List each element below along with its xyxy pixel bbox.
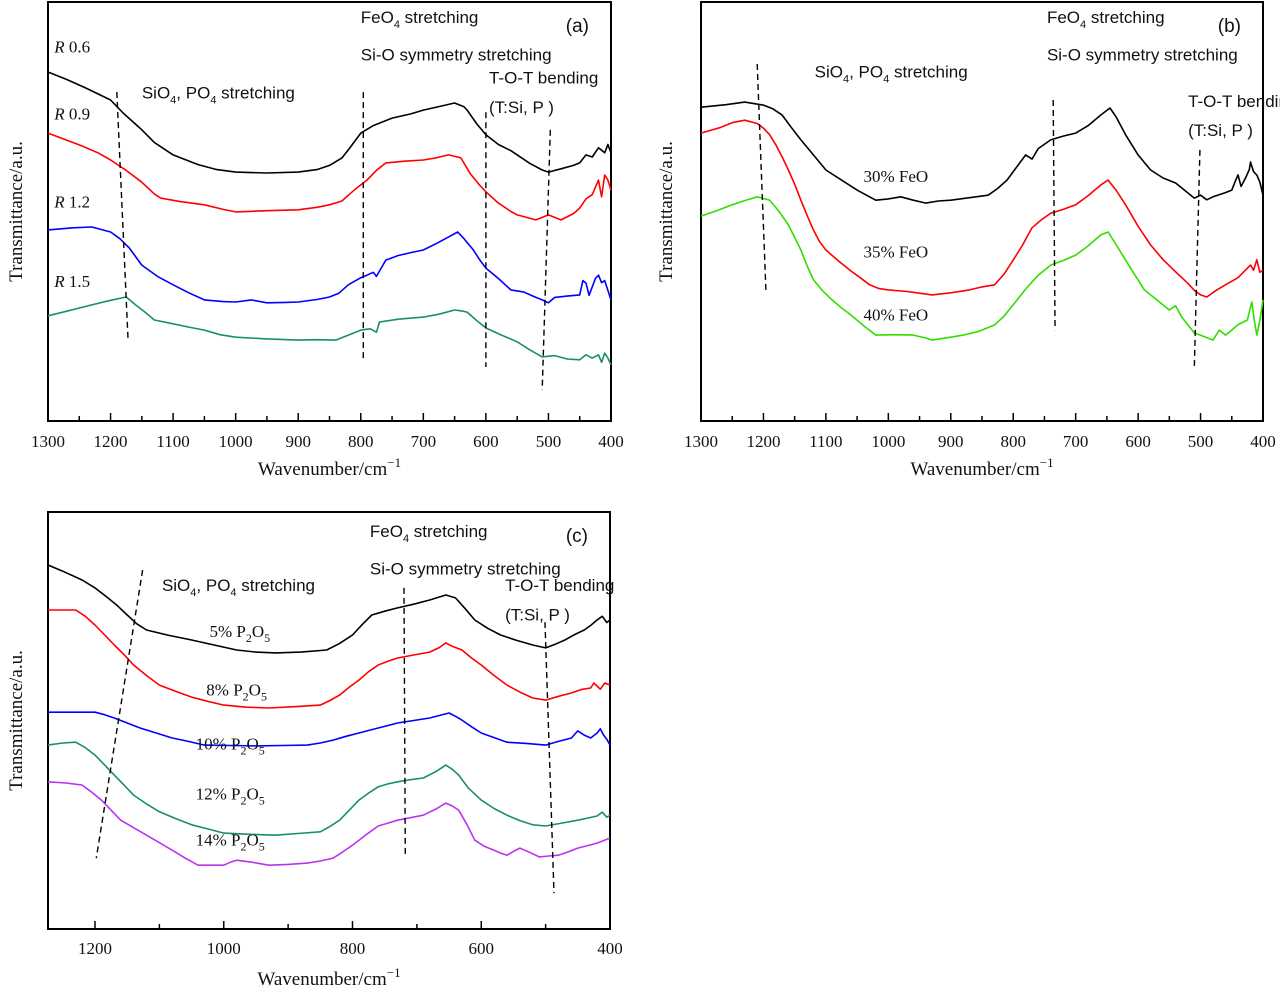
series-label: 40% FeO	[863, 305, 928, 324]
x-tick-label: 1000	[219, 432, 253, 451]
band-guide-line	[1052, 100, 1056, 331]
x-tick-label: 1300	[31, 432, 65, 451]
series-label: 14% P2O5	[196, 831, 265, 854]
annotation-feo4: FeO4 stretching	[1047, 8, 1165, 31]
series-label: R 0.6	[53, 37, 90, 56]
annotation-sio-sym: Si-O symmetry stretching	[361, 46, 552, 65]
x-axis-title: Wavenumber/cm−1	[910, 455, 1053, 480]
x-tick-label: 1200	[746, 432, 780, 451]
annotation-feo4: FeO4 stretching	[361, 8, 479, 31]
x-tick-label: 1000	[871, 432, 905, 451]
x-tick-label: 800	[340, 939, 366, 958]
y-axis-title: Transmittance/a.u.	[656, 141, 677, 282]
annotation-tot: T-O-T bending	[1188, 92, 1280, 111]
x-axis-title: Wavenumber/cm−1	[257, 965, 400, 990]
x-tick-label: 400	[1250, 432, 1276, 451]
series-label: 30% FeO	[863, 167, 928, 186]
x-tick-label: 900	[938, 432, 964, 451]
x-tick-label: 800	[348, 432, 374, 451]
series-line-r-1-5	[47, 296, 612, 366]
series-line-r-0-9	[47, 132, 612, 221]
x-axis-title: Wavenumber/cm−1	[258, 455, 401, 480]
x-tick-label: 500	[536, 432, 562, 451]
axes-frame	[700, 1, 1264, 422]
x-tick-label: 900	[285, 432, 311, 451]
x-tick-label: 600	[468, 939, 494, 958]
x-tick-label: 500	[1188, 432, 1214, 451]
x-tick-label: 600	[473, 432, 499, 451]
panel-b: 1300 1200 1100 1000 900 800 700 600 500 400 Wavenu…	[656, 1, 1280, 480]
annotation-tsip: (T:Si, P )	[1188, 121, 1253, 140]
series-label: 12% P2O5	[196, 785, 265, 808]
annotation-tsip: (T:Si, P )	[489, 98, 554, 117]
x-tick-label: 400	[597, 939, 623, 958]
band-guide-line	[403, 587, 406, 856]
axes-frame	[47, 1, 612, 422]
annotation-tsip: (T:Si, P )	[505, 605, 570, 624]
band-guide-line	[116, 92, 129, 341]
y-axis-title: Transmittance/a.u.	[6, 650, 27, 791]
series-line-10-p2o5	[48, 711, 611, 747]
annotation-tot: T-O-T bending	[505, 576, 614, 595]
x-tick-label: 1300	[684, 432, 718, 451]
x-tick-label: 700	[1063, 432, 1089, 451]
series-label: 8% P2O5	[206, 680, 267, 703]
x-tick-label: 1000	[207, 939, 241, 958]
series-line-8-p2o5	[48, 609, 611, 709]
x-tick-label: 1200	[94, 432, 128, 451]
series-line-r-1-2	[47, 226, 612, 304]
series-line-r-0-6	[47, 71, 612, 174]
series-label: R 1.5	[53, 272, 90, 291]
band-guide-line	[95, 569, 144, 859]
annotation-feo4: FeO4 stretching	[370, 522, 488, 545]
x-tick-label: 800	[1000, 432, 1026, 451]
x-tick-label: 1100	[156, 432, 189, 451]
annotation-sio4-po4: SiO4, PO4 stretching	[142, 83, 295, 106]
panel-a: 1300 1200 1100 1000 900 800 700 600 500 400 Wavenu…	[6, 1, 624, 480]
series-label: R 0.9	[53, 104, 90, 123]
series-line-12-p2o5	[47, 741, 611, 836]
band-guide-line	[541, 129, 552, 391]
series-line-5-p2o5	[47, 564, 611, 654]
axes-frame	[47, 511, 611, 930]
annotation-sio4-po4: SiO4, PO4 stretching	[162, 576, 315, 599]
annotation-sio-sym: Si-O symmetry stretching	[1047, 46, 1238, 65]
x-tick-label: 1200	[78, 939, 112, 958]
series-label: 5% P2O5	[210, 622, 271, 645]
y-axis-title: Transmittance/a.u.	[6, 141, 27, 282]
series-label: 35% FeO	[863, 243, 928, 262]
annotation-sio-sym: Si-O symmetry stretching	[370, 560, 561, 579]
panel-label: (a)	[566, 16, 589, 37]
x-tick-label: 400	[598, 432, 624, 451]
x-tick-label: 1100	[809, 432, 842, 451]
annotation-tot: T-O-T bending	[489, 69, 598, 88]
series-line-14-p2o5	[47, 781, 611, 866]
series-line-40-feo	[700, 196, 1264, 341]
panel-label: (c)	[566, 526, 588, 547]
series-line-35-feo	[700, 119, 1264, 298]
annotation-sio4-po4: SiO4, PO4 stretching	[815, 62, 968, 85]
band-guide-line	[544, 622, 555, 894]
x-tick-label: 600	[1125, 432, 1151, 451]
x-tick-label: 700	[411, 432, 437, 451]
series-label: R 1.2	[53, 192, 90, 211]
panel-label: (b)	[1218, 16, 1241, 37]
panel-c: 1200 1000 800 600 400 Wavenumber/cm−1 Transmit…	[6, 511, 623, 990]
series-label: 10% P2O5	[196, 735, 265, 758]
band-guide-line	[756, 63, 767, 292]
series-line-30-feo	[700, 101, 1264, 204]
band-guide-line	[1193, 149, 1201, 369]
